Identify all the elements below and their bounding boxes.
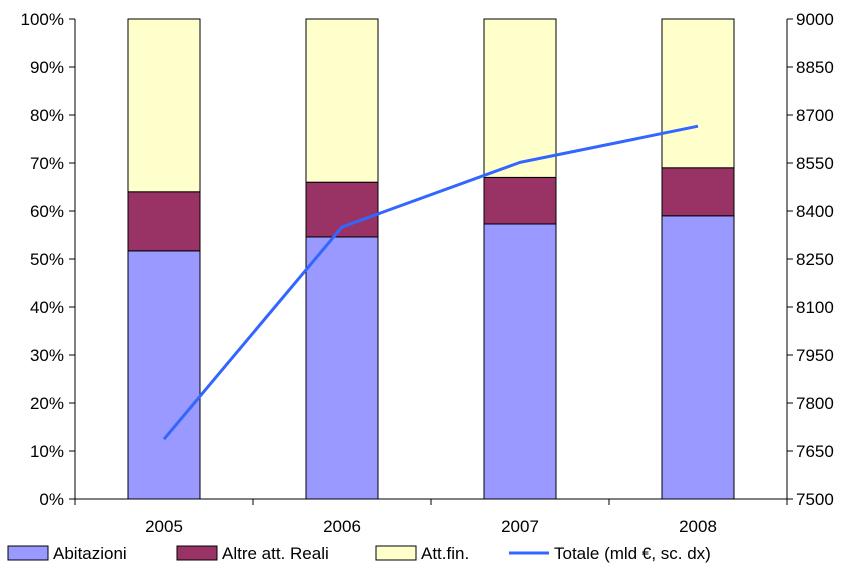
left-tick-label: 20% [30, 394, 64, 413]
right-tick-label: 7500 [796, 490, 834, 509]
bar-abitazioni-2007 [483, 223, 557, 500]
x-tick-label: 2006 [323, 517, 361, 536]
x-axis-labels: 2005 2006 2007 2008 [145, 517, 717, 536]
bar-abitazioni-2006 [305, 236, 379, 500]
right-tick-label: 9000 [796, 10, 834, 29]
x-tick-label: 2005 [145, 517, 183, 536]
total-line-layer [162, 124, 699, 441]
right-tick-label: 8400 [796, 202, 834, 221]
right-tick-label: 8250 [796, 250, 834, 269]
left-tick-label: 50% [30, 250, 64, 269]
bar-att-fin-2007 [483, 18, 557, 178]
left-tick-label: 10% [30, 442, 64, 461]
legend-label: Altre att. Reali [222, 544, 329, 563]
left-tick-label: 0% [39, 490, 64, 509]
bar-att-fin-2008 [661, 18, 735, 169]
left-tick-label: 30% [30, 346, 64, 365]
bars [127, 18, 735, 500]
right-tick-label: 8850 [796, 58, 834, 77]
bar-att-fin-2005 [127, 18, 201, 193]
bar-att-fin-2006 [305, 18, 379, 183]
right-tick-label: 8700 [796, 106, 834, 125]
right-tick-label: 7650 [796, 442, 834, 461]
right-axis: 7500 7650 7800 7950 8100 8250 8400 8550 8700 8850… [787, 10, 834, 509]
legend-swatch [7, 545, 49, 561]
bar-abitazioni-2005 [127, 250, 201, 500]
legend-swatch [375, 545, 417, 561]
bar-abitazioni-2008 [661, 215, 735, 500]
legend-label: Totale (mld €, sc. dx) [554, 544, 711, 563]
x-tick-label: 2007 [501, 517, 539, 536]
bar-altre-att-reali-2008 [661, 167, 735, 217]
bar-altre-att-reali-2005 [127, 191, 201, 252]
left-tick-label: 40% [30, 298, 64, 317]
right-tick-label: 8100 [796, 298, 834, 317]
axes-frame [74, 19, 788, 505]
right-tick-label: 7800 [796, 394, 834, 413]
x-tick-label: 2008 [679, 517, 717, 536]
legend-label: Abitazioni [53, 544, 127, 563]
legend-label: Att.fin. [421, 544, 469, 563]
left-axis: 0% 10% 20% 30% 40% 50% 60% 70% 80% 90% 100% [21, 10, 75, 509]
left-tick-label: 90% [30, 58, 64, 77]
right-tick-label: 7950 [796, 346, 834, 365]
left-tick-label: 60% [30, 202, 64, 221]
right-tick-label: 8550 [796, 154, 834, 173]
left-tick-label: 100% [21, 10, 64, 29]
bar-altre-att-reali-2007 [483, 176, 557, 225]
left-tick-label: 70% [30, 154, 64, 173]
total-line [162, 124, 699, 441]
legend: Abitazioni Altre att. Reali Att.fin. Totale… [7, 544, 711, 563]
legend-swatch [176, 545, 218, 561]
left-tick-label: 80% [30, 106, 64, 125]
